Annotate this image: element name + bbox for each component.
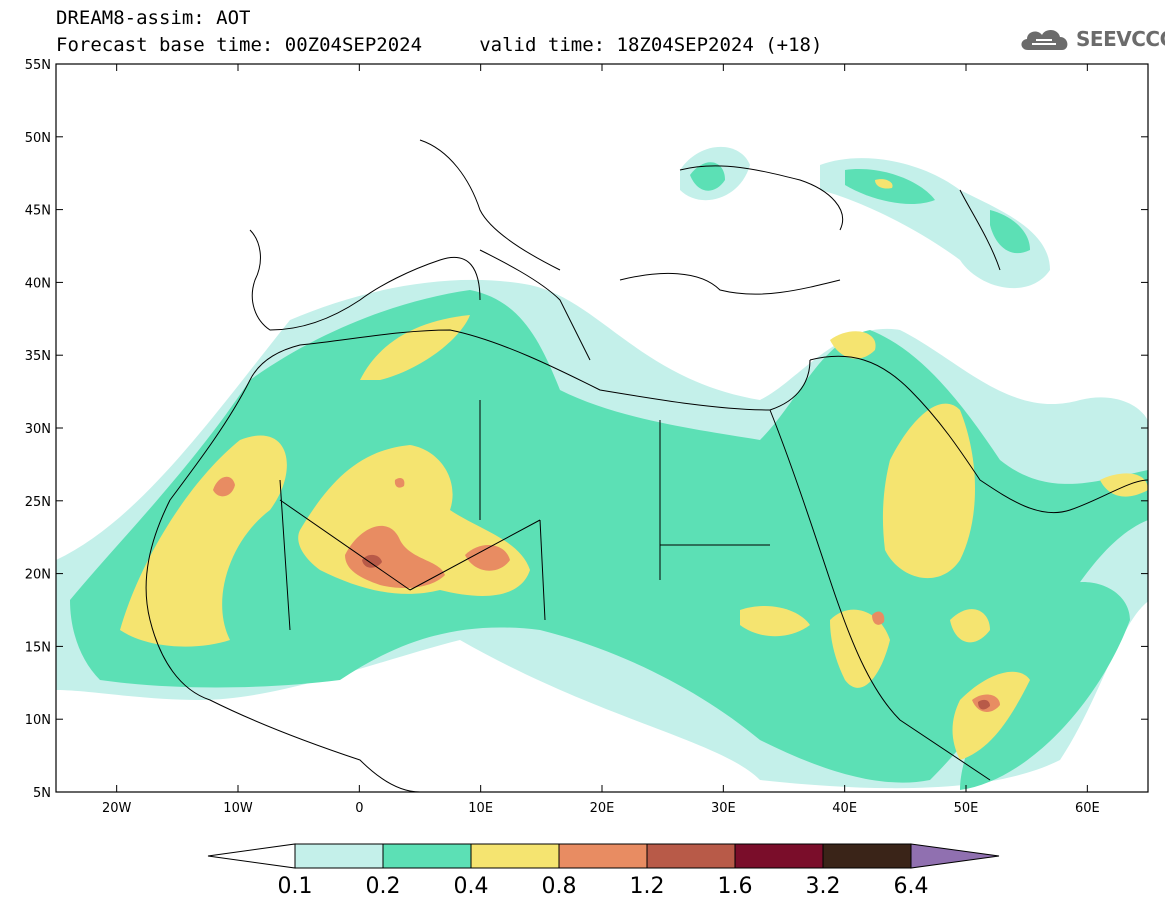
colorbar-segment [734, 843, 824, 869]
lat-label: 55N [25, 58, 51, 73]
arabia-coast [809, 355, 1149, 514]
west-africa-coast [145, 379, 421, 793]
aot-level-0-8 [213, 476, 1000, 712]
lon-label: 60E [1075, 801, 1100, 816]
lat-label: 45N [25, 204, 51, 219]
colorbar-segment [470, 843, 560, 869]
aot-level-1-2 [362, 554, 990, 710]
lat-label: 35N [25, 349, 51, 364]
lon-label: 50E [954, 801, 979, 816]
colorbar-segment [382, 843, 472, 869]
lat-label: 40N [25, 276, 51, 291]
logo-text: SEEVCCC [1076, 27, 1165, 51]
black-sea [679, 165, 844, 231]
lat-label: 25N [25, 495, 51, 510]
map-title: DREAM8-assim: AOT [56, 7, 251, 29]
lat-label: 5N [33, 786, 51, 801]
cloud-icon [1021, 29, 1068, 50]
colorbar-label: 1.2 [630, 874, 665, 899]
colorbar-label: 0.2 [366, 874, 401, 899]
colorbar-segment [822, 843, 912, 869]
colorbar-label: 1.6 [718, 874, 753, 899]
lat-label: 15N [25, 640, 51, 655]
colorbar-label: 0.1 [278, 874, 313, 899]
turkey-coast [619, 273, 841, 295]
aot-colorbar: 0.1 0.2 0.4 0.8 1.2 1.6 3.2 6.4 [207, 843, 1000, 899]
seevccc-logo: SEEVCCC [1018, 24, 1165, 54]
lon-label: 30E [711, 801, 736, 816]
aot-fields [56, 146, 1148, 790]
lon-label: 10W [223, 801, 253, 816]
colorbar-segment [294, 843, 384, 869]
colorbar-segment [558, 843, 648, 869]
lon-label: 40E [832, 801, 857, 816]
iberia-coast [249, 229, 481, 331]
colorbar-label: 6.4 [894, 874, 929, 899]
coastlines [145, 139, 1149, 793]
italy-peninsula [479, 249, 591, 361]
colorbar-min-arrow [207, 843, 296, 869]
colorbar-label: 0.4 [454, 874, 489, 899]
north-africa-coast [249, 329, 811, 411]
country-borders [279, 400, 770, 631]
latitude-axis: 55N 50N 45N 40N 35N 30N 25N 20N 15N 10N 5N [25, 58, 1148, 801]
lat-label: 10N [25, 713, 51, 728]
colorbar-max-arrow [910, 843, 1000, 869]
forecast-times: Forecast base time: 00Z04SEP2024 valid t… [56, 34, 823, 56]
lon-label: 10E [468, 801, 493, 816]
lat-label: 30N [25, 422, 51, 437]
lon-label: 20E [590, 801, 615, 816]
colorbar-label: 0.8 [542, 874, 577, 899]
lat-label: 20N [25, 568, 51, 583]
lon-label: 20W [102, 801, 132, 816]
colorbar-label: 3.2 [806, 874, 841, 899]
colorbar-segment [646, 843, 736, 869]
caspian-sea [959, 189, 1001, 271]
france-italy-coast [419, 139, 561, 271]
lon-label: 0 [355, 801, 363, 816]
longitude-axis: 20W 10W 0 10E 20E 30E 40E 50E 60E [102, 64, 1100, 816]
lat-label: 50N [25, 131, 51, 146]
red-sea-coast [769, 409, 991, 781]
